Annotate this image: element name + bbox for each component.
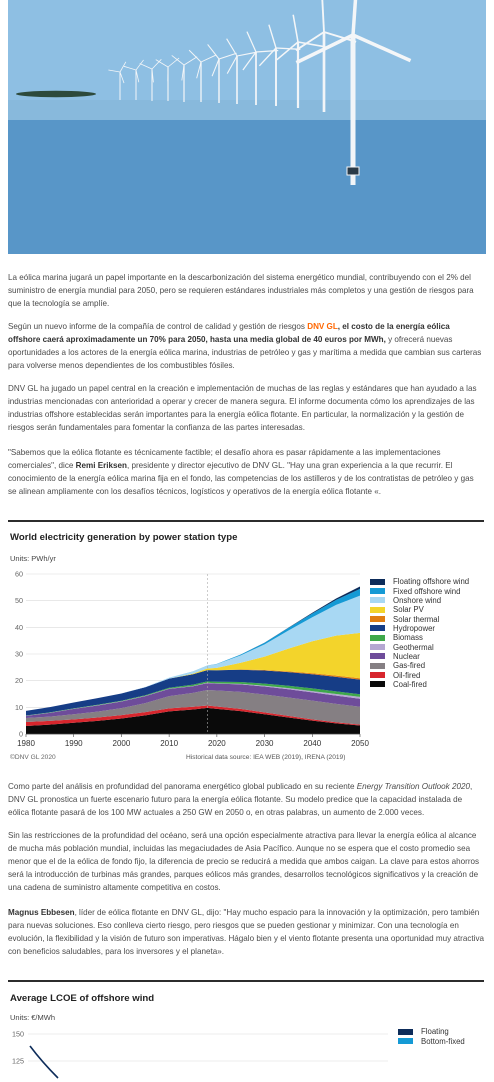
y-tick-label: 150 — [12, 1030, 24, 1039]
legend-item: Solar thermal — [370, 614, 469, 623]
y-tick-label: 0 — [19, 730, 23, 739]
legend-swatch — [370, 616, 385, 622]
legend-swatch — [370, 653, 385, 659]
legend-swatch — [370, 588, 385, 594]
x-tick-label: 1990 — [65, 739, 83, 748]
legend-label: Onshore wind — [393, 596, 441, 605]
legend-item: Nuclear — [370, 652, 469, 661]
legend-item: Fixed offshore wind — [370, 586, 469, 595]
paragraph-quote-ebbesen: Magnus Ebbesen, líder de eólica flotante… — [8, 906, 484, 958]
legend-label: Oil-fired — [393, 671, 420, 680]
legend-item: Onshore wind — [370, 596, 469, 605]
hero-image — [8, 0, 486, 254]
chart-source: Historical data source: IEA WEB (2019), … — [186, 754, 345, 761]
legend-swatch — [398, 1029, 413, 1035]
legend-label: Coal-fired — [393, 680, 427, 689]
chart2-units: Units: €/MWh — [10, 1013, 55, 1022]
paragraph-eto-text: Como parte del análisis en profundidad d… — [8, 782, 357, 791]
y-tick-label: 60 — [15, 570, 23, 579]
paragraph-intro: La eólica marina jugará un papel importa… — [8, 271, 484, 310]
legend-item: Coal-fired — [370, 680, 469, 689]
paragraph-eto: Como parte del análisis en profundidad d… — [8, 780, 484, 819]
offshore-wind-farm-illustration — [8, 0, 486, 254]
legend-swatch — [370, 644, 385, 650]
chart2-title: Average LCOE of offshore wind — [10, 993, 154, 1004]
y-tick-label: 30 — [15, 650, 23, 659]
legend-swatch — [370, 607, 385, 613]
legend-label: Geothermal — [393, 643, 434, 652]
line-series-floating — [30, 1046, 58, 1078]
legend-label: Solar thermal — [393, 615, 439, 624]
eto-report-title: Energy Transition Outlook 2020 — [357, 782, 470, 791]
legend-label: Fixed offshore wind — [393, 587, 460, 596]
x-tick-label: 2030 — [256, 739, 274, 748]
y-tick-label: 20 — [15, 676, 23, 685]
legend-label: Bottom-fixed — [421, 1037, 465, 1046]
y-tick-label: 50 — [15, 596, 23, 605]
electricity-generation-figure: World electricity generation by power st… — [8, 522, 484, 770]
legend-label: Hydropower — [393, 624, 435, 633]
x-tick-label: 1980 — [17, 739, 35, 748]
legend-swatch — [370, 663, 385, 669]
legend-item: Gas-fired — [370, 661, 469, 670]
lcoe-figure: Average LCOE of offshore wind Units: €/M… — [8, 982, 484, 1080]
legend-item: Bottom-fixed — [398, 1036, 465, 1045]
legend-label: Floating — [421, 1027, 449, 1036]
legend-label: Gas-fired — [393, 661, 425, 670]
quote-ebbesen-name: Magnus Ebbesen — [8, 908, 75, 917]
chart-units: Units: PWh/yr — [10, 554, 56, 563]
legend-label: Floating offshore wind — [393, 577, 469, 586]
chart-copyright: ©DNV GL 2020 — [10, 754, 56, 761]
x-tick-label: 2010 — [160, 739, 178, 748]
legend-swatch — [398, 1038, 413, 1044]
quote-eriksen-name: Remi Eriksen — [76, 461, 127, 470]
y-tick-label: 40 — [15, 623, 23, 632]
quote-ebbesen-text: , líder de eólica flotante en DNV GL, di… — [8, 908, 484, 956]
x-tick-label: 2050 — [351, 739, 369, 748]
legend-item: Hydropower — [370, 624, 469, 633]
legend-item: Solar PV — [370, 605, 469, 614]
legend-item: Oil-fired — [370, 670, 469, 679]
dnvgl-link[interactable]: DNV GL — [307, 322, 338, 331]
legend-swatch — [370, 635, 385, 641]
paragraph-quote-eriksen: "Sabemos que la eólica flotante es técni… — [8, 446, 484, 498]
x-tick-label: 2000 — [113, 739, 131, 748]
y-tick-label: 10 — [15, 703, 23, 712]
legend-swatch — [370, 597, 385, 603]
y-tick-label: 125 — [12, 1057, 24, 1066]
legend-label: Biomass — [393, 633, 423, 642]
legend-swatch — [370, 672, 385, 678]
legend-swatch — [370, 625, 385, 631]
paragraph-report: Según un nuevo informe de la compañía de… — [8, 320, 484, 372]
legend-label: Solar PV — [393, 605, 424, 614]
legend-item: Biomass — [370, 633, 469, 642]
legend-swatch — [370, 579, 385, 585]
chart-title: World electricity generation by power st… — [10, 532, 237, 543]
legend-item: Floating offshore wind — [370, 577, 469, 586]
x-tick-label: 2020 — [208, 739, 226, 748]
x-tick-label: 2040 — [303, 739, 321, 748]
paragraph-report-text: Según un nuevo informe de la compañía de… — [8, 322, 307, 331]
paragraph-standards: DNV GL ha jugado un papel central en la … — [8, 382, 484, 434]
paragraph-depth: Sin las restricciones de la profundidad … — [8, 829, 484, 894]
legend-item: Floating — [398, 1027, 465, 1036]
legend-item: Geothermal — [370, 642, 469, 651]
legend-label: Nuclear — [393, 652, 420, 661]
legend-swatch — [370, 681, 385, 687]
